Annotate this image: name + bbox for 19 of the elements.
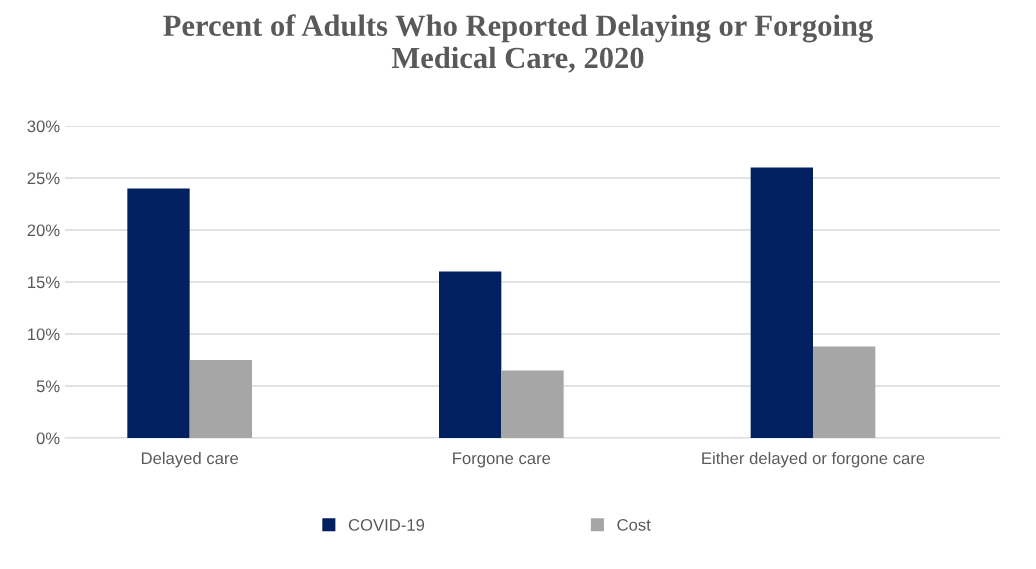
bar: [127, 188, 190, 438]
y-tick-label: 30%: [27, 120, 60, 133]
bar: [439, 271, 502, 438]
bar: [501, 370, 564, 438]
chart-title: Percent of Adults Who Reported Delaying or Forgoing Medical Care, 2020: [163, 14, 873, 73]
bar: [813, 346, 876, 438]
y-tick-label: 10%: [28, 328, 60, 341]
bar: [189, 360, 252, 438]
legend-label: Cost: [617, 519, 651, 531]
y-tick-label: 20%: [27, 224, 60, 237]
x-tick-label: Either delayed or forgone care: [702, 451, 925, 468]
x-tick-label: Forgone care: [453, 452, 551, 468]
y-tick-label: 0%: [36, 432, 60, 445]
y-tick-label: 5%: [36, 380, 60, 393]
y-tick-label: 25%: [27, 172, 60, 185]
bar: [750, 167, 813, 438]
x-tick-label: Delayed care: [141, 451, 239, 468]
y-tick-label: 15%: [28, 276, 60, 289]
legend-label: COVID-19: [348, 519, 425, 531]
